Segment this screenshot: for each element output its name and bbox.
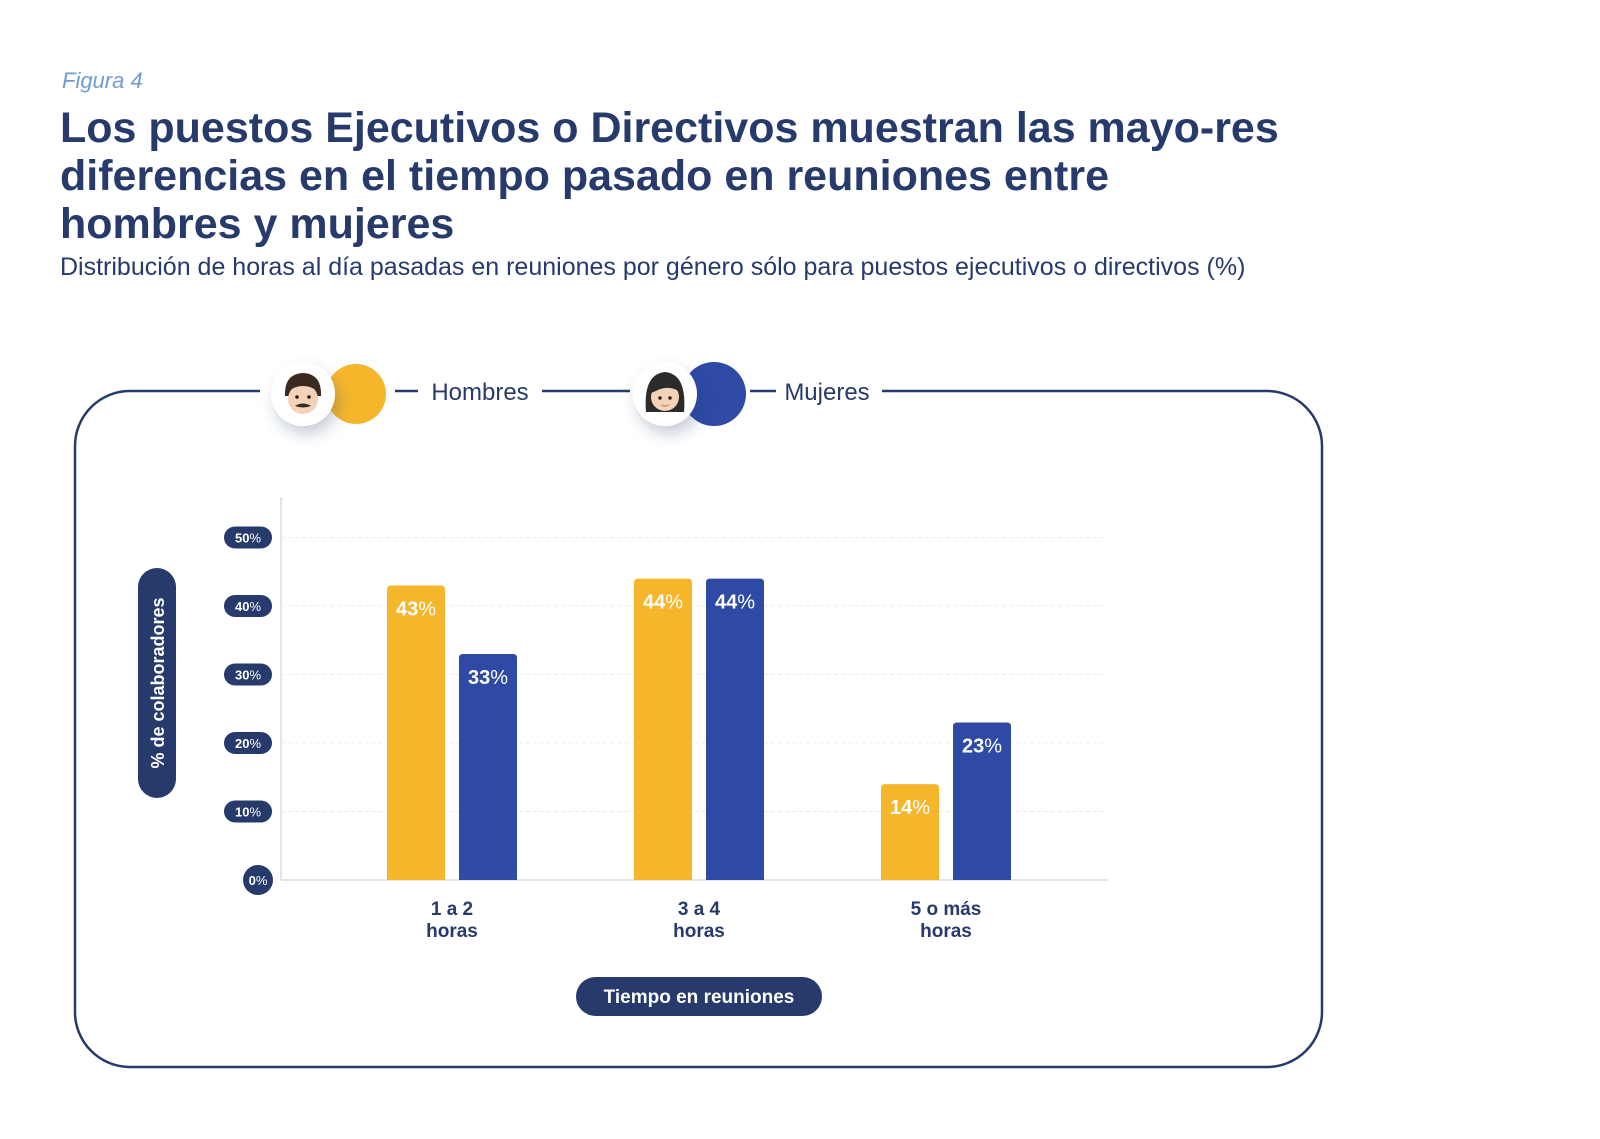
x-axis-label-pill xyxy=(576,977,822,1016)
y-tick-label: 10% xyxy=(235,805,261,820)
y-tick-pill xyxy=(224,800,272,823)
data-label: 14% xyxy=(890,797,930,819)
x-axis-label-text: Tiempo en reuniones xyxy=(604,987,795,1008)
data-label: 43% xyxy=(396,598,436,620)
legend-swatch-women xyxy=(682,362,746,426)
data-label: 44% xyxy=(715,592,755,614)
chart-frame xyxy=(73,389,1324,1069)
y-tick: 10% xyxy=(224,800,272,823)
bar xyxy=(459,653,517,880)
y-tick-label: 30% xyxy=(235,668,261,683)
y-tick-pill xyxy=(224,663,272,686)
bar xyxy=(953,722,1011,880)
y-tick: 20% xyxy=(224,732,272,754)
woman-emoji-icon xyxy=(645,372,685,412)
bar-group: 33% xyxy=(459,653,517,880)
legend-label-men: Hombres xyxy=(431,379,528,406)
y-tick-label: 40% xyxy=(235,599,261,614)
legend-item-women: Mujeres xyxy=(633,362,870,426)
legend-swatch-men xyxy=(326,364,386,424)
y-tick: 0% xyxy=(243,865,273,895)
chart-title: Los puestos Ejecutivos o Directivos mues… xyxy=(60,104,1279,248)
x-tick-label: 1 a 2 horas xyxy=(426,899,478,942)
data-label: 33% xyxy=(468,667,508,689)
man-emoji-icon xyxy=(284,373,322,414)
bar xyxy=(387,585,445,880)
legend-label-women: Mujeres xyxy=(784,379,869,406)
figure-label: Figura 4 xyxy=(62,68,143,93)
y-tick-pill xyxy=(224,595,272,617)
y-tick: 50% xyxy=(224,526,272,549)
y-tick-label: 50% xyxy=(235,531,261,546)
y-tick: 30% xyxy=(224,663,272,686)
y-tick-pill xyxy=(224,732,272,754)
data-label: 44% xyxy=(643,592,683,614)
legend-item-men: Hombres xyxy=(271,362,529,426)
bar-group: 43% xyxy=(387,585,445,880)
bar-group: 44% xyxy=(634,578,692,880)
bar xyxy=(634,578,692,880)
y-tick-pill xyxy=(224,526,272,549)
data-label: 23% xyxy=(962,735,1002,757)
bar-group: 14% xyxy=(881,784,939,880)
x-tick-label: 5 o más horas xyxy=(911,899,982,942)
y-axis-label: % de colaboradores xyxy=(138,568,176,798)
bars: 43% 44% 14% 33% 44% 23% xyxy=(387,578,1011,880)
chart-subtitle: Distribución de horas al día pasadas en … xyxy=(60,253,1246,281)
bar-group: 23% xyxy=(953,722,1011,880)
x-tick-label: 3 a 4 horas xyxy=(673,899,725,942)
y-tick: 40% xyxy=(224,595,272,617)
y-tick-pill xyxy=(243,865,273,895)
y-tick-label: 20% xyxy=(235,736,261,751)
y-tick-labels: 0% 10% 20% 30% 40% 50% xyxy=(224,526,273,895)
y-axis-label-text: % de colaboradores xyxy=(148,597,168,768)
x-tick-labels: 1 a 2 horas 3 a 4 horas 5 o más horas xyxy=(426,899,981,942)
x-axis-label: Tiempo en reuniones xyxy=(576,977,822,1016)
bar xyxy=(706,578,764,880)
bar-group: 44% xyxy=(706,578,764,880)
bar xyxy=(881,784,939,880)
y-axis-label-pill xyxy=(138,568,176,798)
y-tick-label: 0% xyxy=(249,873,268,888)
